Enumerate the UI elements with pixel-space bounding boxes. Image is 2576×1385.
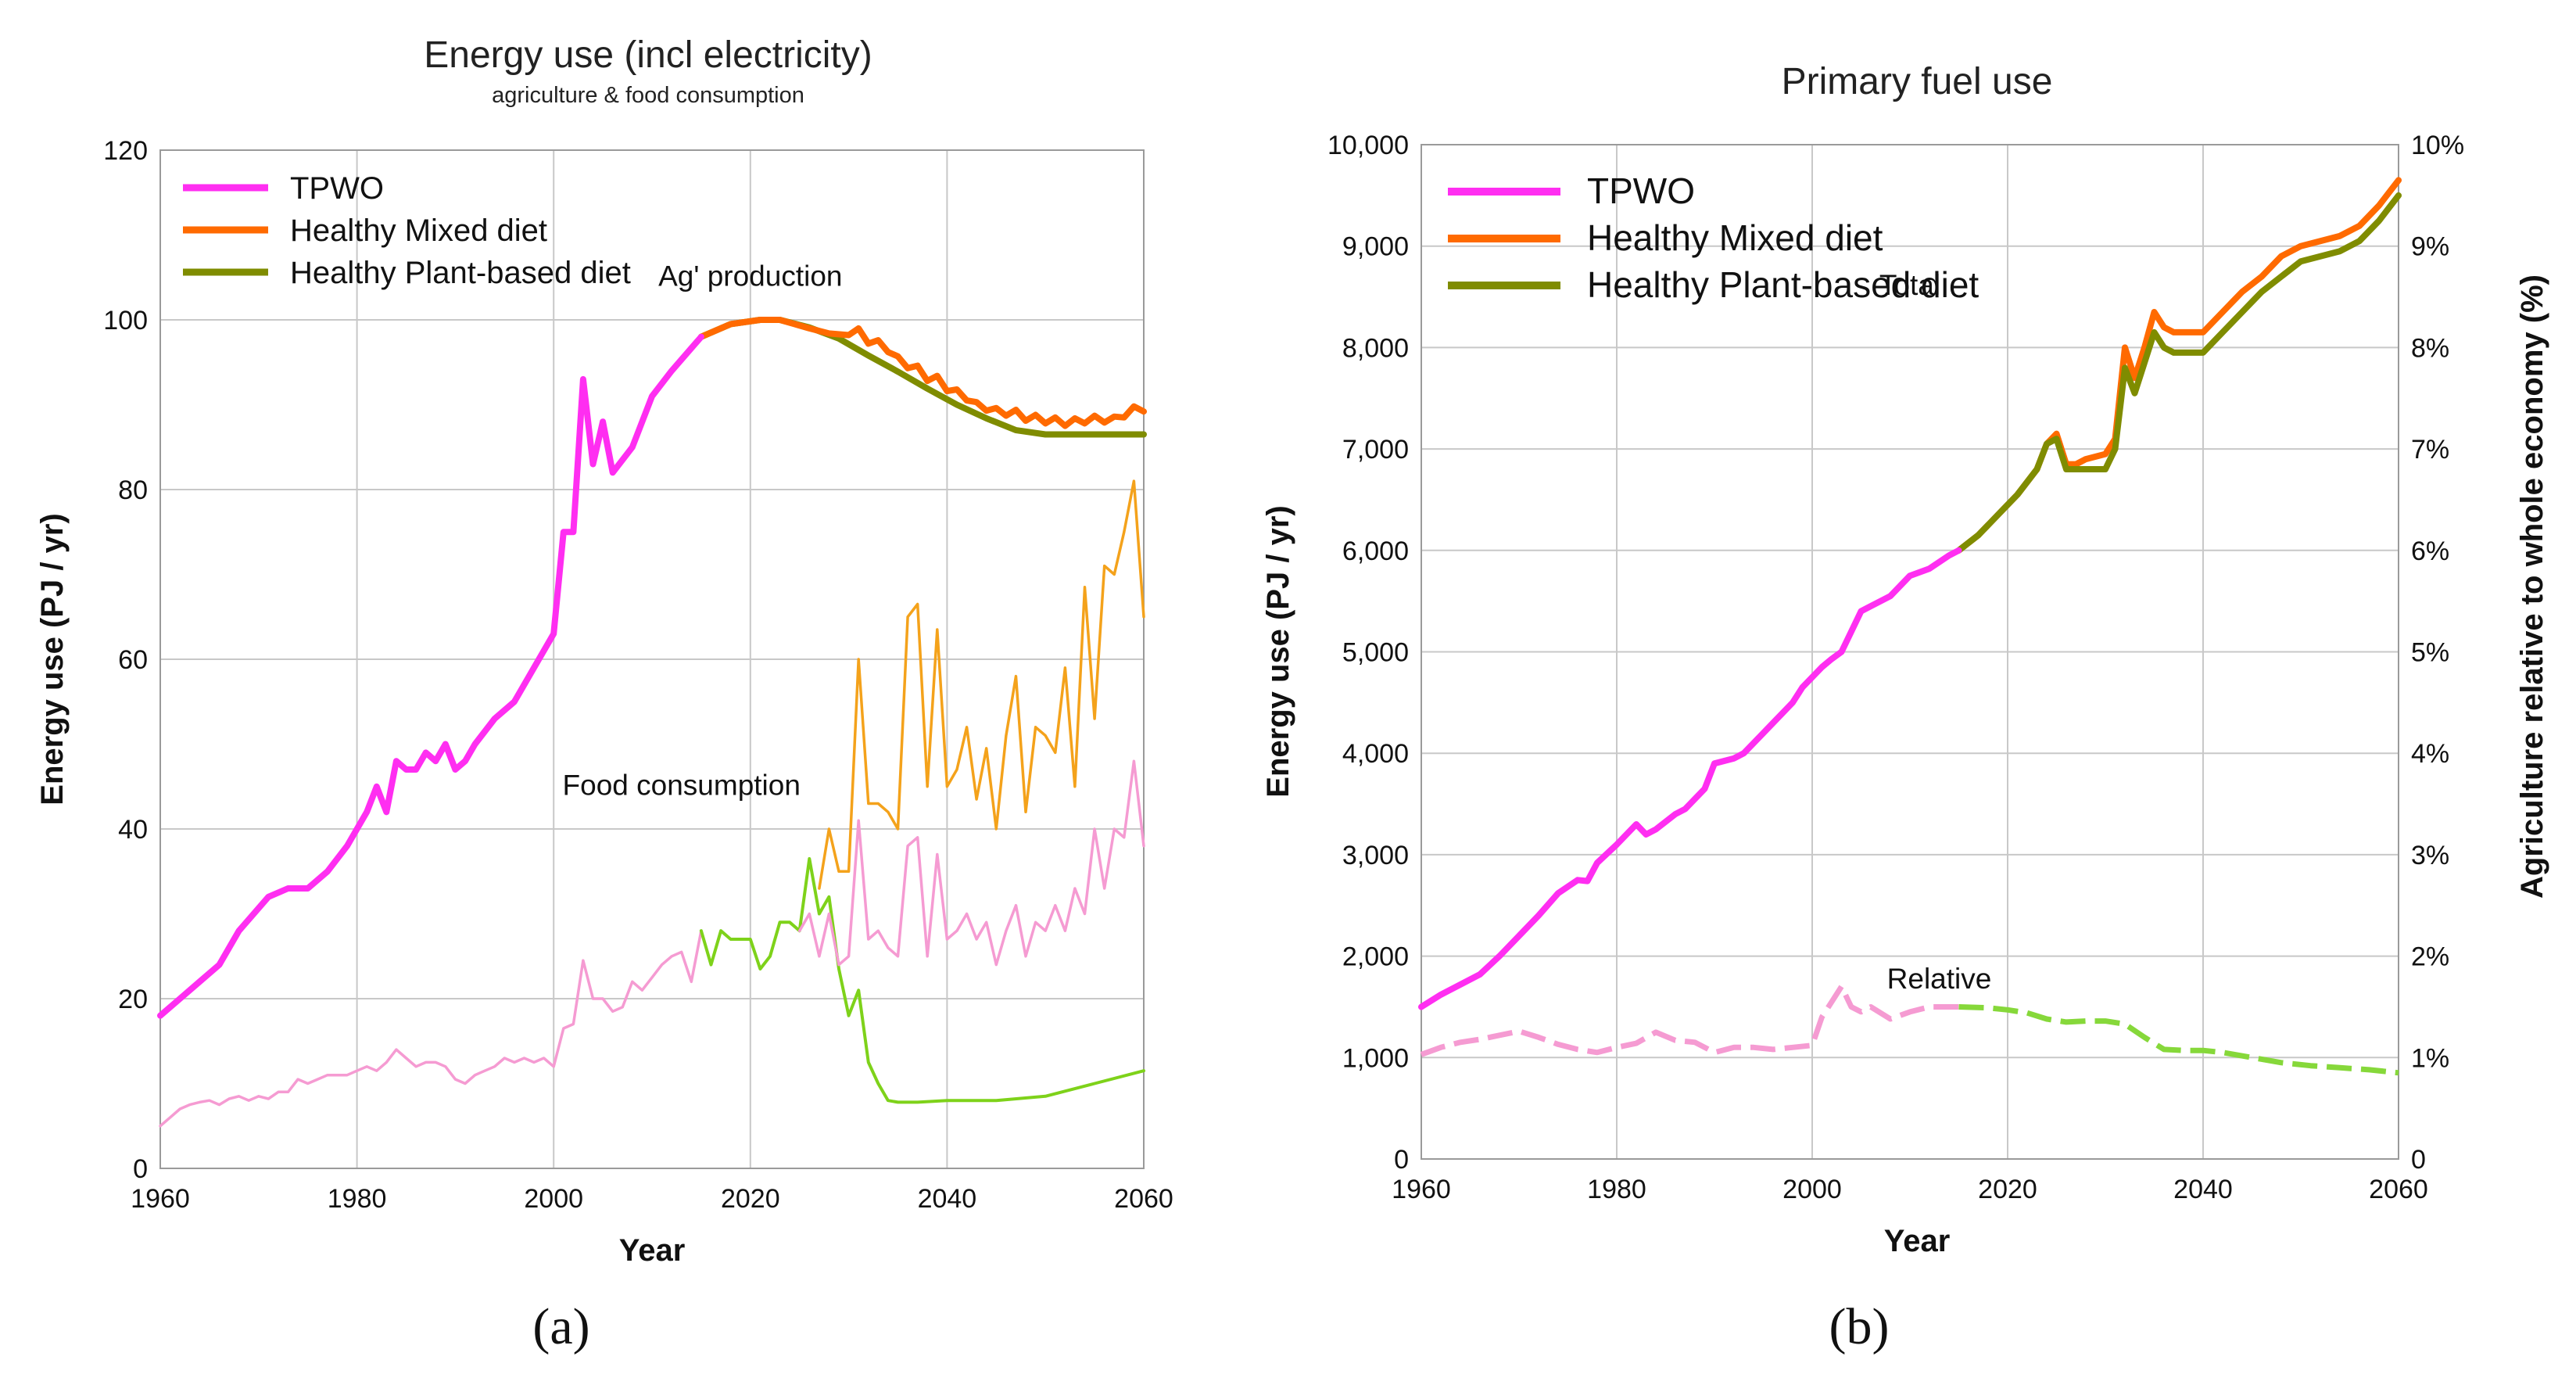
chart-a-title: Energy use (incl electricity)	[424, 34, 872, 76]
chart-a-ytick-100: 100	[103, 306, 148, 335]
panel-b-label: (b)	[1829, 1298, 1890, 1355]
chart-b-ytick-8000: 8,000	[1342, 333, 1409, 363]
chart-b-xtick-1980: 1980	[1587, 1175, 1646, 1204]
chart-b-legend-tpwo: TPWO	[1587, 170, 1695, 211]
chart-b-legend-mixed: Healthy Mixed diet	[1587, 217, 1883, 258]
chart-b-ytick-1000: 1,000	[1342, 1043, 1409, 1073]
chart-b-gridlines	[1421, 145, 2399, 1159]
chart-a-ytick-80: 80	[118, 475, 148, 505]
chart-b-y2tick-10: 10%	[2411, 131, 2464, 160]
chart-a-xtick-2020: 2020	[721, 1184, 780, 1214]
chart-b-y2tick-7: 7%	[2411, 435, 2449, 465]
chart-b-xtick-1960: 1960	[1392, 1175, 1451, 1204]
chart-b-y2tick-6: 6%	[2411, 536, 2449, 566]
chart-b-xtick-2060: 2060	[2369, 1175, 2428, 1204]
chart-b-ytick-7000: 7,000	[1342, 435, 1409, 465]
chart-a-ytick-60: 60	[118, 645, 148, 675]
chart-a-subtitle: agriculture & food consumption	[492, 83, 804, 108]
chart-b-xtick-2040: 2040	[2173, 1175, 2233, 1204]
chart-a-legend-tpwo: TPWO	[290, 171, 384, 206]
series-line-food-consumption-tpwo	[159, 929, 703, 1128]
chart-a-legend-plant: Healthy Plant-based diet	[290, 256, 631, 290]
chart-b-ytick-4000: 4,000	[1342, 739, 1409, 769]
chart-a-xtick-1960: 1960	[131, 1184, 190, 1214]
chart-b-annotation-total: Total	[1879, 269, 1940, 301]
series-line-food-consumption-healthy-plant-based-diet	[699, 857, 1145, 1104]
chart-a-legend-mixed: Healthy Mixed diet	[290, 213, 547, 248]
chart-b-title: Primary fuel use	[1782, 61, 2053, 102]
chart-a-xtick-2000: 2000	[524, 1184, 583, 1214]
series-line-ag-production-healthy-mixed-diet	[697, 317, 1147, 429]
series-line-food-consumption-scenario-healthy-mixed-diet	[818, 479, 1145, 890]
chart-a-ytick-120: 120	[103, 136, 148, 166]
chart-a-xlabel: Year	[619, 1233, 686, 1268]
chart-b-y2tick-8: 8%	[2411, 333, 2449, 363]
chart-b-ytick-0: 0	[1394, 1145, 1409, 1175]
chart-b-plot-frame	[1421, 144, 2399, 1160]
chart-b-ytick-9000: 9,000	[1342, 232, 1409, 262]
chart-a-gridlines	[160, 150, 1144, 1168]
chart-a-plot-frame	[159, 149, 1145, 1169]
chart-b-ylabel: Energy use (PJ / yr)	[1261, 505, 1295, 797]
chart-a-ytick-40: 40	[118, 815, 148, 845]
chart-b-y2tick-9: 9%	[2411, 232, 2449, 262]
series-line-relative-healthy-plant-based-diet	[1958, 1004, 2399, 1076]
chart-a-legend: TPWO Healthy Mixed diet Healthy Plant-ba…	[183, 171, 631, 290]
chart-b-y2tick-3: 3%	[2411, 841, 2449, 870]
chart-panel-b: Primary fuel use 1960 1980 2000 2020 204…	[1261, 61, 2549, 1355]
chart-b-annotation-relative: Relative	[1887, 963, 1992, 995]
series-line-relative-tpwo	[1420, 984, 1959, 1057]
chart-b-xtick-2000: 2000	[1782, 1175, 1842, 1204]
chart-b-ytick-5000: 5,000	[1342, 638, 1409, 668]
chart-b-ytick-3000: 3,000	[1342, 841, 1409, 870]
chart-a-ylabel: Energy use (PJ / yr)	[35, 513, 70, 805]
chart-a-ytick-0: 0	[133, 1154, 148, 1184]
panel-a-label: (a)	[532, 1298, 589, 1355]
chart-a-xtick-1980: 1980	[328, 1184, 387, 1214]
chart-b-y2tick-0: 0	[2411, 1145, 2426, 1175]
chart-b-series	[1418, 177, 2402, 1076]
chart-b-y2label: Agriculture relative to whole economy (%…	[2515, 274, 2549, 899]
chart-b-ytick-2000: 2,000	[1342, 942, 1409, 972]
chart-b-y2tick-4: 4%	[2411, 739, 2449, 769]
chart-b-legend-plant: Healthy Plant-based diet	[1587, 264, 1979, 305]
chart-b-legend: TPWO Healthy Mixed diet Healthy Plant-ba…	[1448, 170, 1979, 305]
chart-a-xtick-2060: 2060	[1114, 1184, 1173, 1214]
chart-b-y2tick-5: 5%	[2411, 638, 2449, 668]
chart-b-xtick-2020: 2020	[1978, 1175, 2037, 1204]
series-line-total-healthy-plant-based-diet	[1955, 192, 2402, 554]
series-line-ag-production-tpwo	[157, 333, 704, 1019]
chart-panel-a: Energy use (incl electricity) agricultur…	[35, 34, 1173, 1355]
chart-b-ytick-6000: 6,000	[1342, 536, 1409, 566]
chart-b-ytick-10000: 10,000	[1327, 131, 1409, 160]
chart-a-xtick-2040: 2040	[918, 1184, 977, 1214]
chart-a-series	[157, 317, 1147, 1128]
chart-b-y2tick-1: 1%	[2411, 1043, 2449, 1073]
series-line-total-healthy-mixed-diet	[1955, 177, 2402, 554]
series-line-total-tpwo	[1418, 547, 1962, 1010]
chart-b-y2tick-2: 2%	[2411, 942, 2449, 972]
chart-a-ytick-20: 20	[118, 985, 148, 1014]
chart-a-annotation-ag-production: Ag' production	[658, 260, 842, 292]
series-line-food-consumption-scenario-tpwo	[797, 759, 1145, 967]
chart-b-xlabel: Year	[1884, 1224, 1951, 1258]
chart-a-annotation-food-consumption: Food consumption	[563, 770, 801, 802]
